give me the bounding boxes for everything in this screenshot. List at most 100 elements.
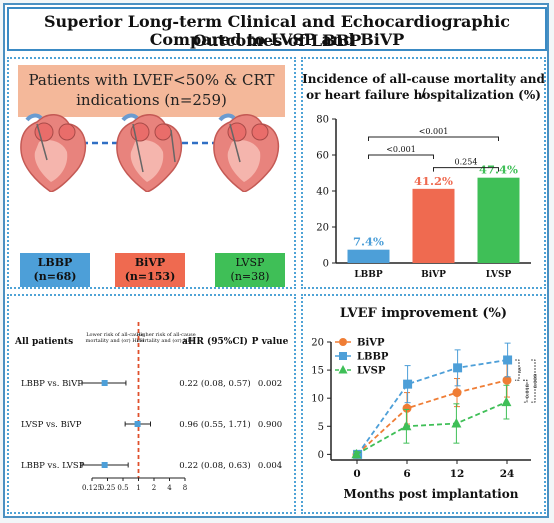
comparison-bracket [368, 136, 499, 141]
group-name-bivp: BiVP [134, 256, 166, 269]
right-note-2: mortality and (or) HFH [137, 337, 196, 344]
line-chart-title: LVEF improvement (%) [339, 306, 508, 321]
series-line-lvsp [355, 401, 507, 456]
hr-point [101, 462, 108, 468]
group-box-bivp: BiVP (n=153) [115, 253, 185, 287]
line-chart: 0 5 10 15 20 0 6 12 24 Months post implantation Bi… [311, 338, 539, 502]
bar-value-label: 7.4% [353, 235, 384, 249]
point-lbbp [453, 363, 463, 373]
y-tick-label: 5 [318, 422, 324, 433]
y-tick-label: 40 [316, 187, 329, 198]
x-tick-label: 0.25 [100, 484, 116, 492]
hr-point [134, 421, 141, 427]
y-tick-label: 20 [311, 338, 324, 349]
left-note-1: Lower risk of all-cause [86, 332, 144, 338]
forest-plot: All patients Lower risk of all-causemorta… [14, 322, 289, 492]
bar-chart-title-1: Incidence of all-cause mortality and / [302, 72, 545, 100]
title-line-1: Superior Long-term Clinical and Echocard… [43, 12, 511, 50]
x-tick-label: 0.125 [82, 484, 102, 492]
ahr-value: 0.96 (0.55, 1.71) [179, 419, 251, 430]
x-tick-label: 6 [403, 468, 410, 480]
point-bivp [402, 403, 412, 413]
heart-icon-lbbp [20, 113, 87, 192]
ahr-value: 0.22 (0.08, 0.57) [179, 378, 251, 389]
patients-box: Patients with LVEF<50% & CRT indications… [18, 65, 285, 117]
group-box-lbbp: LBBP (n=68) [20, 253, 90, 287]
y-tick-label: 10 [311, 394, 324, 405]
sig-bracket [515, 359, 520, 381]
x-tick-label: 12 [450, 468, 465, 480]
patients-line-2: indications (n=259) [76, 91, 227, 109]
sig-bracket [523, 379, 528, 403]
y-tick-label: 0 [323, 259, 329, 270]
legend-label: BiVP [357, 338, 385, 349]
x-tick-label: 2 [152, 484, 156, 492]
title-line-2: Compared to LVSP and BiVP [149, 30, 405, 49]
point-lbbp [503, 355, 513, 365]
x-tick-label: 8 [183, 484, 187, 492]
legend-label: LVSP [357, 366, 386, 377]
bar-value-label: 41.2% [414, 174, 453, 188]
p-value: 0.900 [258, 420, 282, 430]
group-box-lvsp: LVSP (n=38) [215, 253, 285, 287]
sig-label: 0.018 [525, 384, 531, 398]
comparison-p-value: <0.001 [386, 145, 416, 154]
p-value: 0.002 [258, 379, 282, 389]
row-label: LBBP vs. BiVP [21, 379, 83, 389]
left-note-2: mortality and (or) HFH [86, 337, 145, 344]
y-tick-label: 80 [316, 115, 329, 126]
patients-line-1: Patients with LVEF<50% & CRT [28, 71, 275, 89]
group-n-lvsp: (n=38) [230, 270, 270, 283]
bar-chart-title-2: or heart failure hospitalization (%) [306, 88, 541, 102]
comparison-bracket [368, 154, 434, 159]
x-tick-label: 0 [353, 468, 360, 480]
bar-lbbp [347, 249, 390, 263]
legend-label: LBBP [357, 352, 389, 363]
x-tick-label: BiVP [421, 270, 446, 280]
p-column-header: P value [252, 337, 289, 347]
sig-label: ns [517, 367, 523, 373]
point-lvsp [351, 448, 362, 459]
legend-marker [339, 338, 347, 346]
ahr-column-header: aHR (95%CI) [182, 336, 248, 347]
group-n-bivp: (n=153) [124, 270, 176, 283]
series-line-bivp [356, 379, 508, 456]
x-tick-label: 4 [167, 484, 172, 492]
group-n-lbbp: (n=68) [33, 270, 77, 283]
point-bivp [502, 375, 512, 385]
y-tick-label: 15 [311, 366, 324, 377]
bar-lvsp [477, 177, 520, 263]
heart-icon-lvsp [213, 113, 280, 192]
x-tick-label: LBBP [354, 270, 383, 280]
forest-plot-panel [7, 294, 296, 514]
point-lvsp [501, 396, 512, 407]
heart-icon-bivp [116, 113, 183, 192]
y-tick-label: 0 [318, 450, 324, 461]
series-line-lbbp [356, 359, 508, 455]
row-header: All patients [14, 337, 73, 347]
sig-label: 0.009 [533, 374, 539, 388]
hr-point [101, 380, 108, 386]
x-axis-title: Months post implantation [344, 487, 519, 501]
group-name-lvsp: LVSP [235, 256, 265, 269]
x-tick-label: LVSP [486, 270, 512, 280]
x-tick-label: 24 [500, 468, 515, 480]
bar-chart: 0204060807.4%LBBP41.2%BiVP47.4%LVSP<0.00… [316, 115, 531, 280]
point-lbbp [403, 379, 413, 389]
y-tick-label: 20 [316, 223, 329, 234]
p-value: 0.004 [258, 461, 282, 471]
sig-bracket [531, 359, 536, 403]
legend-marker [338, 365, 348, 374]
point-bivp [452, 388, 462, 398]
point-lvsp [401, 420, 412, 431]
x-tick-label: 0.5 [117, 484, 128, 492]
ahr-value: 0.22 (0.08, 0.63) [179, 460, 251, 471]
comparison-p-value: 0.254 [455, 158, 478, 167]
x-tick-label: 1 [136, 484, 140, 492]
title-box: Superior Long-term Clinical and Echocard… [7, 7, 547, 51]
bar-bivp [412, 188, 455, 263]
point-lvsp [451, 417, 462, 428]
row-label: LVSP vs. BiVP [21, 420, 82, 430]
comparison-p-value: <0.001 [419, 127, 449, 136]
y-tick-label: 60 [316, 151, 329, 162]
